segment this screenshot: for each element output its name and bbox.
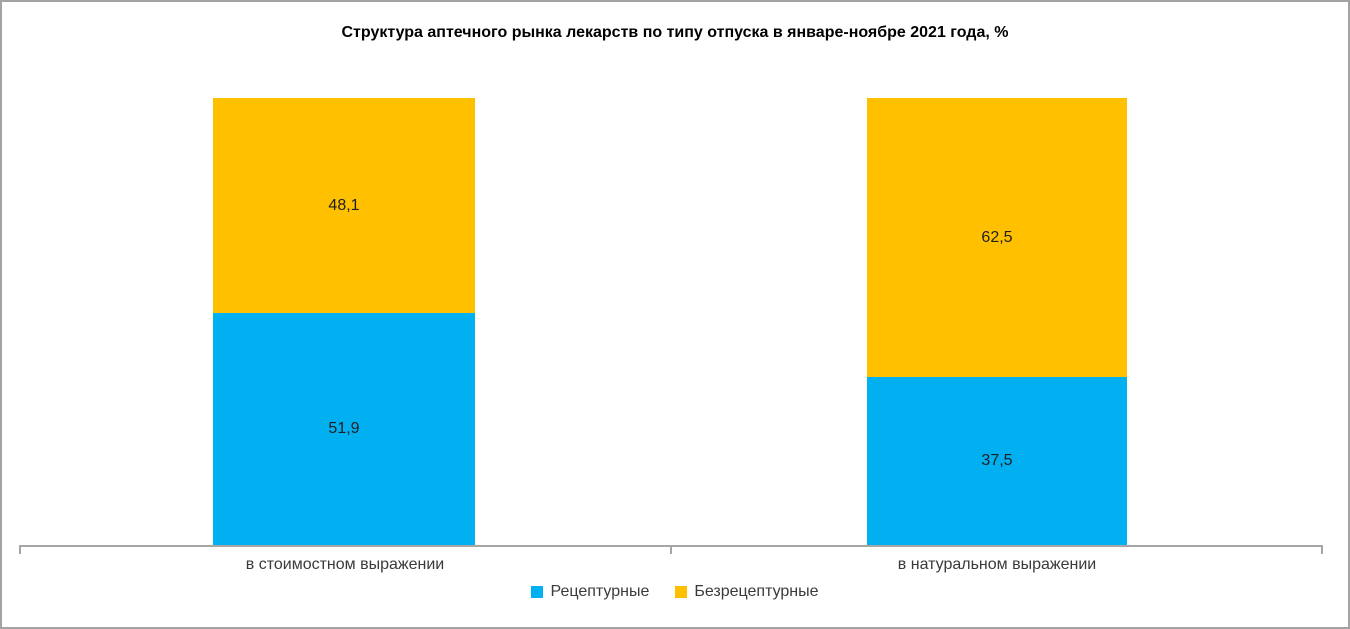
axis-tick	[1321, 547, 1323, 554]
category-label-cost: в стоимостном выражении	[245, 556, 445, 573]
data-label-otc-cost: 48,1	[328, 196, 360, 214]
legend-label-rx: Рецептурные	[550, 583, 650, 600]
axis-tick	[19, 547, 21, 554]
data-label-rx-cost: 51,9	[328, 419, 360, 437]
plot-area: 48,1 51,9 62,5 37,5	[19, 98, 1323, 545]
legend-item-rx: Рецептурные	[531, 583, 649, 601]
category-label-volume: в натуральном выражении	[897, 556, 1097, 573]
legend-label-otc: Безрецептурные	[694, 583, 819, 600]
chart-title: Структура аптечного рынка лекарств по ти…	[341, 24, 1009, 41]
legend-swatch-otc	[675, 586, 688, 598]
bar-segment-otc: 48,1	[213, 98, 475, 313]
data-label-rx-volume: 37,5	[981, 452, 1013, 470]
x-axis-line	[19, 545, 1323, 554]
bar-segment-rx: 37,5	[867, 377, 1127, 545]
legend: Рецептурные Безрецептурные	[2, 583, 1348, 601]
stacked-bar-cost: 48,1 51,9	[213, 98, 475, 545]
stacked-bar-volume: 62,5 37,5	[867, 98, 1127, 545]
legend-item-otc: Безрецептурные	[675, 583, 819, 601]
bar-segment-otc: 62,5	[867, 98, 1127, 378]
data-label-otc-volume: 62,5	[981, 228, 1013, 246]
legend-swatch-rx	[531, 586, 544, 598]
bar-segment-rx: 51,9	[213, 313, 475, 545]
axis-tick	[670, 547, 672, 554]
